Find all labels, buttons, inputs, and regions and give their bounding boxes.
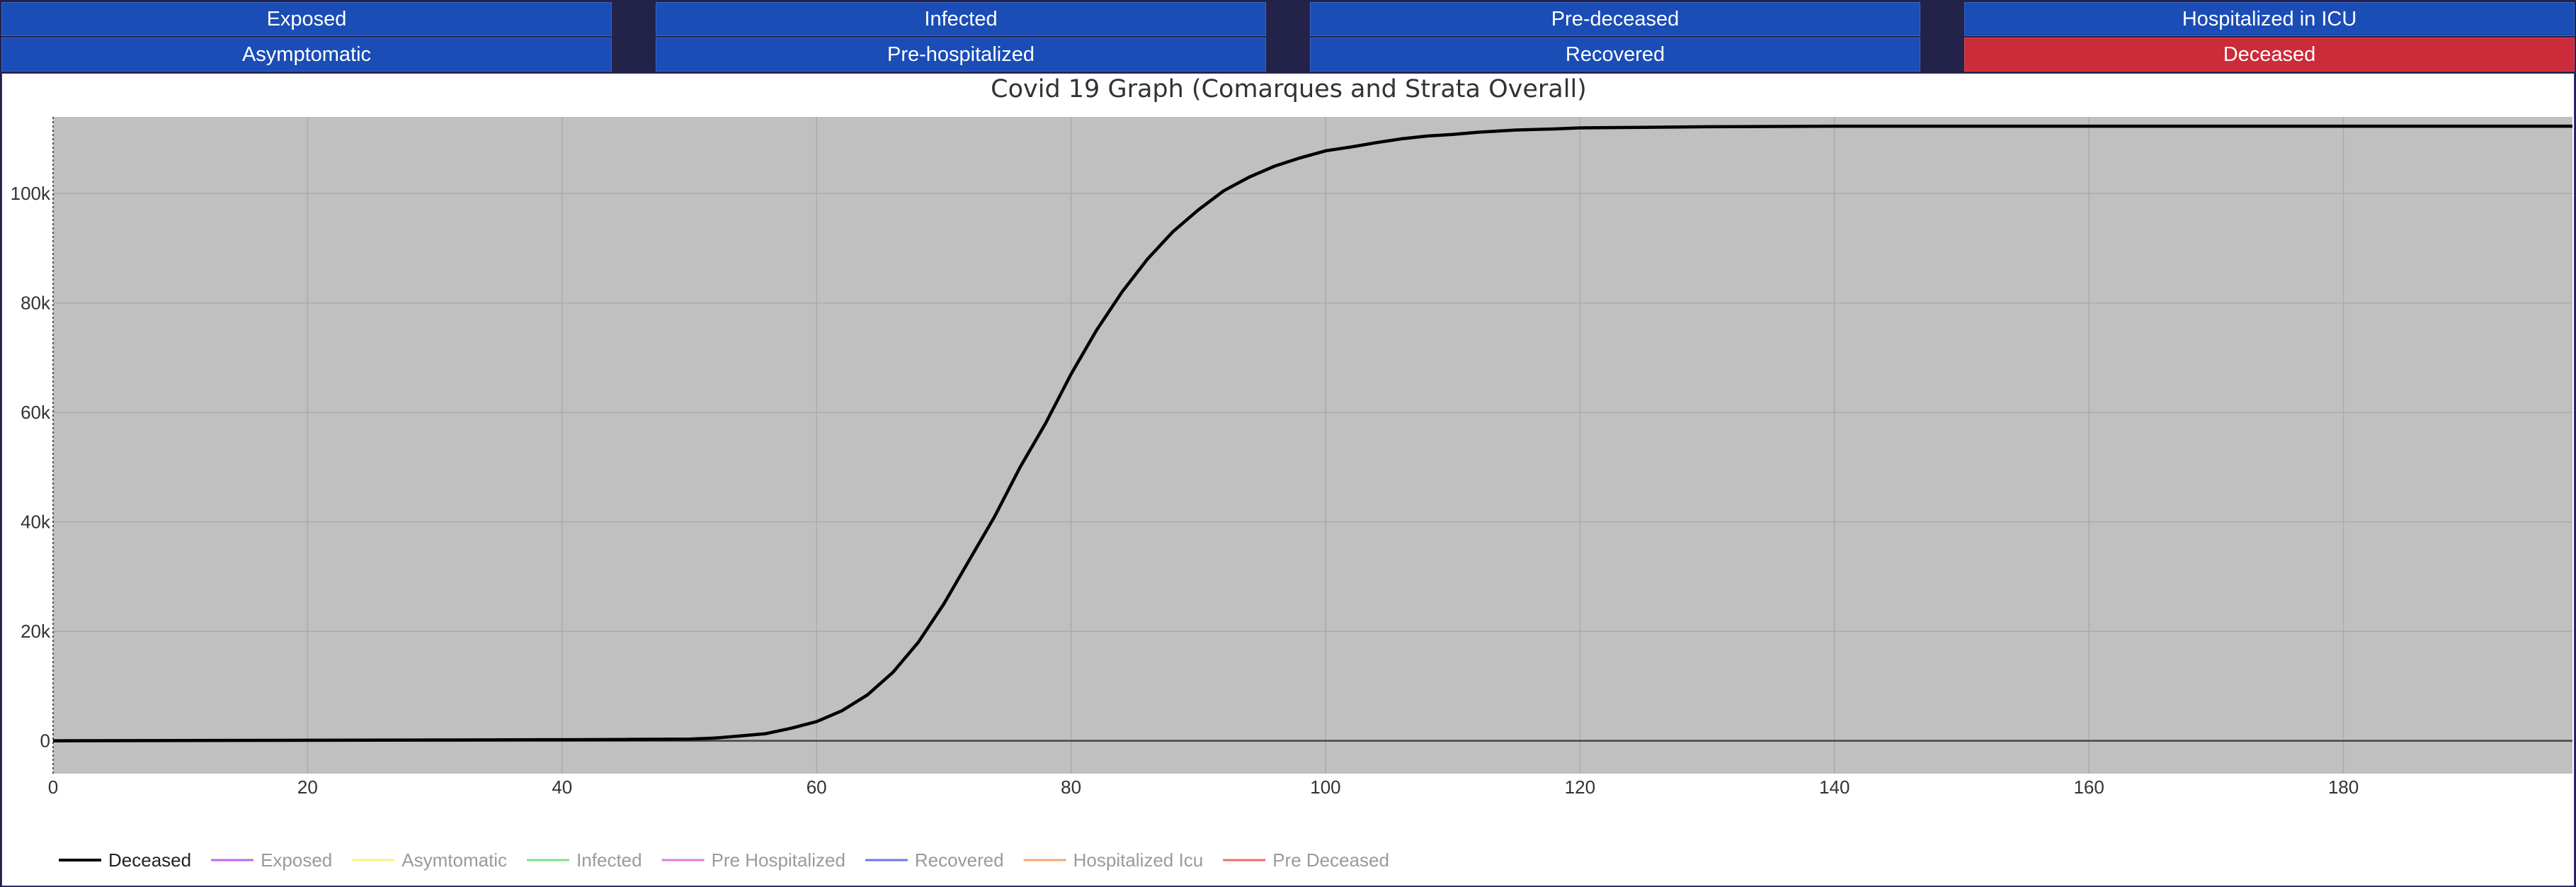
y-tick-label: 20k (21, 621, 51, 642)
x-tick-label: 180 (2328, 776, 2359, 798)
deceased-button[interactable]: Deceased (1964, 38, 2575, 72)
y-tick-label: 100k (11, 183, 51, 204)
legend-label: Infected (576, 849, 642, 871)
y-axis-ticks: 0 20k 40k 60k 80k 100k (11, 183, 51, 752)
legend-item-hospitalized-icu[interactable]: Hospitalized Icu (1023, 849, 1204, 871)
chart-title: Covid 19 Graph (Comarques and Strata Ove… (991, 75, 1587, 103)
plot-background (53, 117, 2572, 774)
series-line-deceased (52, 124, 2572, 742)
legend-label: Deceased (108, 849, 191, 871)
series-layer (52, 124, 2572, 742)
x-tick-label: 60 (807, 776, 827, 798)
x-tick-label: 100 (1310, 776, 1340, 798)
legend-item-pre-hospitalized[interactable]: Pre Hospitalized (661, 849, 845, 871)
legend-label: Pre Hospitalized (712, 849, 845, 871)
y-tick-label: 40k (21, 512, 51, 533)
legend-label: Asymtomatic (401, 849, 507, 871)
infected-button[interactable]: Infected (656, 2, 1266, 36)
pre-hospitalized-button[interactable]: Pre-hospitalized (656, 38, 1266, 72)
x-tick-label: 140 (1819, 776, 1850, 798)
legend-label: Recovered (915, 849, 1004, 871)
legend-item-deceased[interactable]: Deceased (59, 849, 191, 871)
legend-label: Hospitalized Icu (1073, 849, 1204, 871)
x-tick-label: 20 (297, 776, 318, 798)
recovered-button[interactable]: Recovered (1310, 38, 1920, 72)
y-tick-label: 80k (21, 293, 51, 314)
legend-item-asymtomatic[interactable]: Asymtomatic (352, 849, 507, 871)
chart-panel: Covid 19 Graph (Comarques and Strata Ove… (1, 73, 2575, 886)
legend-label: Pre Deceased (1272, 849, 1389, 871)
x-tick-label: 40 (552, 776, 572, 798)
pre-deceased-button[interactable]: Pre-deceased (1310, 2, 1920, 36)
x-tick-label: 160 (2073, 776, 2104, 798)
covid-line-chart: Covid 19 Graph (Comarques and Strata Ove… (11, 75, 2572, 871)
legend-item-infected[interactable]: Infected (527, 849, 642, 871)
legend-label: Exposed (261, 849, 332, 871)
x-axis-ticks: 0 20 40 60 80 100 120 140 160 180 (48, 776, 2359, 798)
y-tick-label: 60k (21, 402, 51, 423)
legend-item-recovered[interactable]: Recovered (865, 849, 1004, 871)
y-tick-label: 0 (40, 730, 50, 752)
exposed-button[interactable]: Exposed (1, 2, 612, 36)
x-tick-label: 0 (48, 776, 58, 798)
x-tick-label: 120 (1565, 776, 1595, 798)
legend-item-exposed[interactable]: Exposed (211, 849, 332, 871)
legend: Deceased Exposed Asymtomatic Infected Pre Ho… (59, 849, 1389, 871)
legend-item-pre-deceased[interactable]: Pre Deceased (1223, 849, 1389, 871)
hospitalized-icu-button[interactable]: Hospitalized in ICU (1964, 2, 2575, 36)
x-tick-label: 80 (1061, 776, 1081, 798)
grid-lines (53, 117, 2572, 774)
category-button-grid: Exposed Infected Pre-deceased Hospitaliz… (0, 0, 2576, 73)
asymptomatic-button[interactable]: Asymptomatic (1, 38, 612, 72)
